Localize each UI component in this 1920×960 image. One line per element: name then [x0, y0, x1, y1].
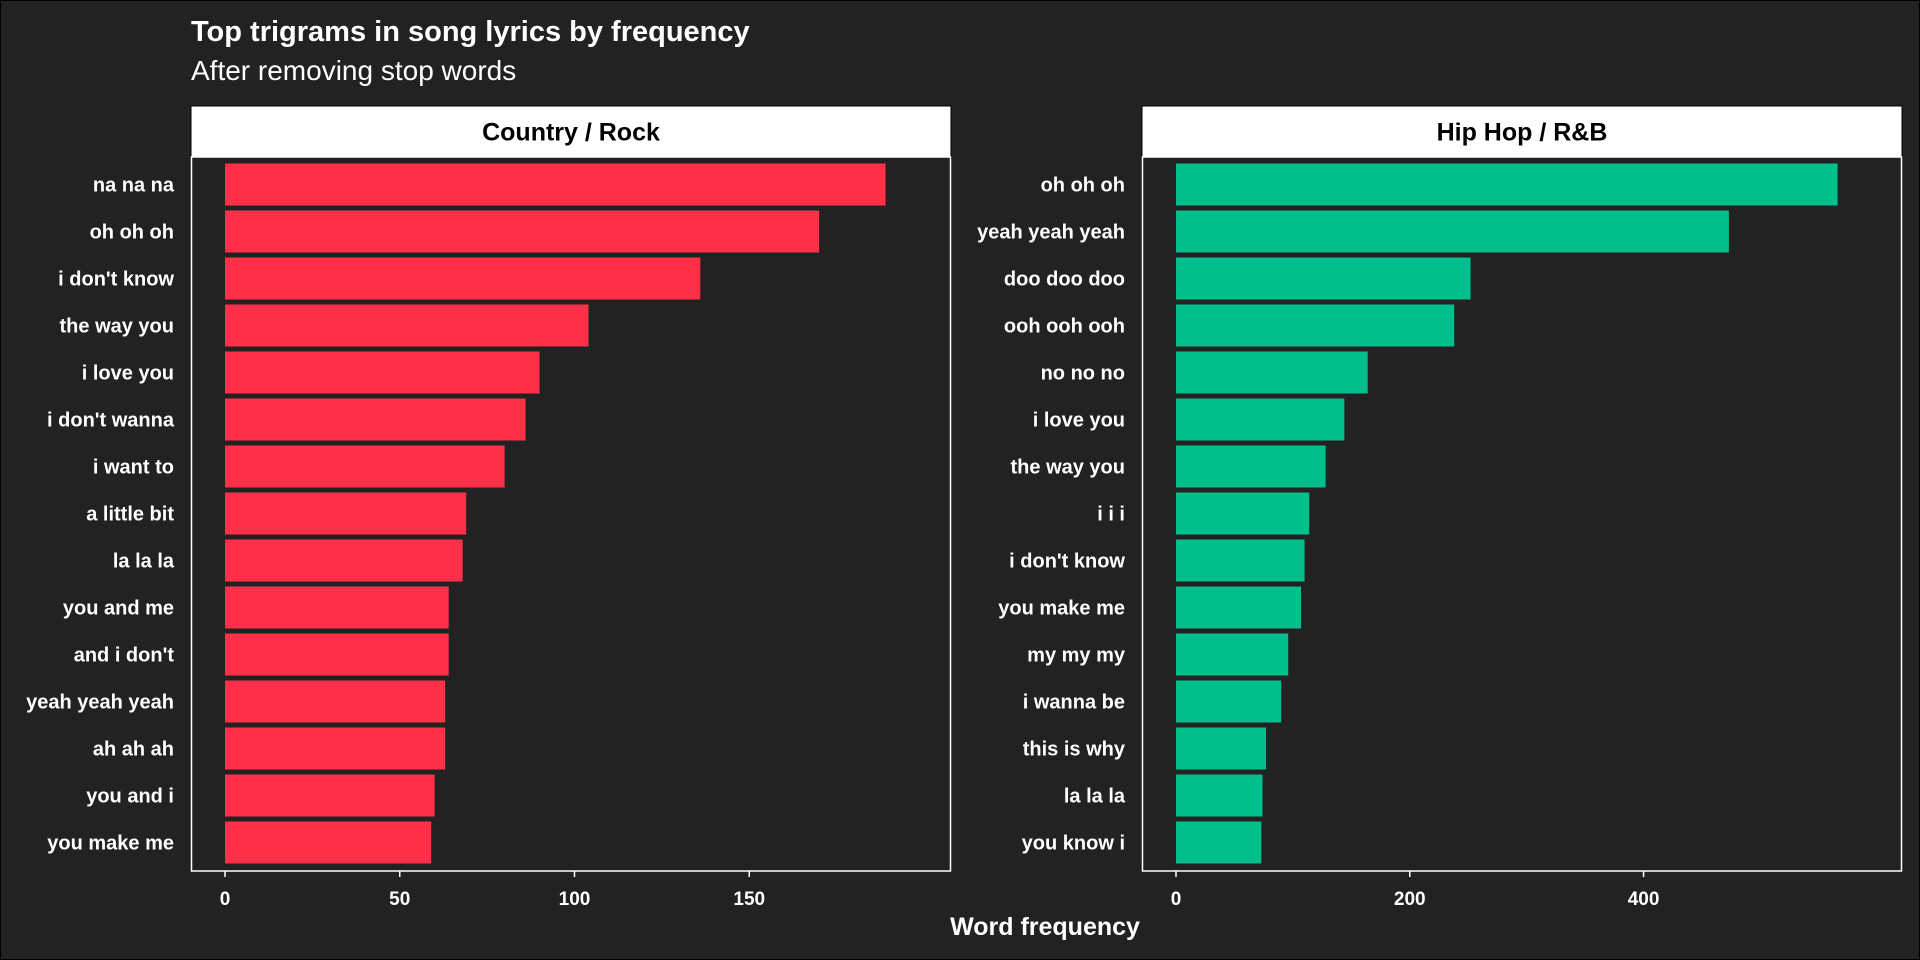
- x-tick-label: 200: [1394, 889, 1426, 910]
- panel-border: [190, 156, 952, 872]
- category-label: oh oh oh: [90, 222, 174, 244]
- bar: [1176, 586, 1302, 629]
- chart-title: Top trigrams in song lyrics by frequency: [191, 16, 750, 48]
- bar: [1176, 398, 1345, 441]
- bar: [1176, 304, 1455, 347]
- category-label: i wanna be: [1023, 692, 1125, 714]
- bar: [225, 257, 701, 300]
- bar: [225, 821, 432, 864]
- category-label: i don't know: [1009, 551, 1125, 573]
- category-label: yeah yeah yeah: [26, 692, 174, 714]
- bar: [1176, 633, 1289, 676]
- panel-border: [1141, 156, 1903, 872]
- bar: [1176, 821, 1262, 864]
- bar: [1176, 492, 1310, 535]
- bar: [225, 680, 446, 723]
- category-label: no no no: [1041, 363, 1125, 385]
- category-label: i i i: [1097, 504, 1125, 526]
- bar: [1176, 163, 1838, 206]
- bar: [225, 445, 505, 488]
- category-label: you and me: [63, 598, 174, 620]
- bar: [225, 210, 820, 253]
- panel-strip-title: Hip Hop / R&B: [1437, 119, 1608, 147]
- bar: [225, 304, 589, 347]
- category-label: my my my: [1027, 645, 1126, 667]
- bar: [1176, 774, 1263, 817]
- bar: [225, 351, 540, 394]
- bar: [1176, 257, 1471, 300]
- category-label: i want to: [93, 457, 174, 479]
- category-label: you know i: [1022, 833, 1125, 855]
- category-label: and i don't: [74, 645, 175, 667]
- x-tick-label: 50: [389, 889, 410, 910]
- category-label: i don't wanna: [47, 410, 175, 432]
- category-label: this is why: [1023, 739, 1126, 761]
- bar: [1176, 210, 1729, 253]
- category-label: the way you: [1011, 457, 1125, 479]
- panel-strip: [1141, 105, 1903, 158]
- category-label: oh oh oh: [1041, 175, 1125, 197]
- bar: [1176, 680, 1282, 723]
- bar: [1176, 727, 1267, 770]
- category-label: i love you: [1033, 410, 1125, 432]
- category-label: la la la: [1064, 786, 1126, 808]
- x-axis-label: Word frequency: [950, 913, 1140, 941]
- category-label: ooh ooh ooh: [1004, 316, 1125, 338]
- bar: [1176, 539, 1305, 582]
- panel-strip: [190, 105, 952, 158]
- bar: [225, 633, 449, 676]
- category-label: i don't know: [58, 269, 174, 291]
- category-label: doo doo doo: [1004, 269, 1125, 291]
- category-label: you make me: [998, 598, 1125, 620]
- x-tick-label: 100: [559, 889, 591, 910]
- category-label: you and i: [86, 786, 174, 808]
- bar: [1176, 351, 1368, 394]
- category-label: a little bit: [86, 504, 174, 526]
- category-label: na na na: [93, 175, 175, 197]
- bar: [1176, 445, 1326, 488]
- bar: [225, 398, 526, 441]
- bar: [225, 774, 435, 817]
- category-label: la la la: [113, 551, 175, 573]
- chart-subtitle: After removing stop words: [191, 55, 517, 86]
- x-tick-label: 400: [1628, 889, 1660, 910]
- x-tick-label: 150: [733, 889, 765, 910]
- bar: [225, 727, 446, 770]
- category-label: i love you: [82, 363, 174, 385]
- category-label: you make me: [47, 833, 174, 855]
- bar: [225, 539, 463, 582]
- category-label: yeah yeah yeah: [977, 222, 1125, 244]
- bar: [225, 586, 449, 629]
- category-label: the way you: [60, 316, 174, 338]
- bar: [225, 492, 467, 535]
- x-tick-label: 0: [220, 889, 231, 910]
- category-label: ah ah ah: [93, 739, 174, 761]
- bar: [225, 163, 886, 206]
- panel-strip-title: Country / Rock: [482, 119, 660, 147]
- x-tick-label: 0: [1171, 889, 1182, 910]
